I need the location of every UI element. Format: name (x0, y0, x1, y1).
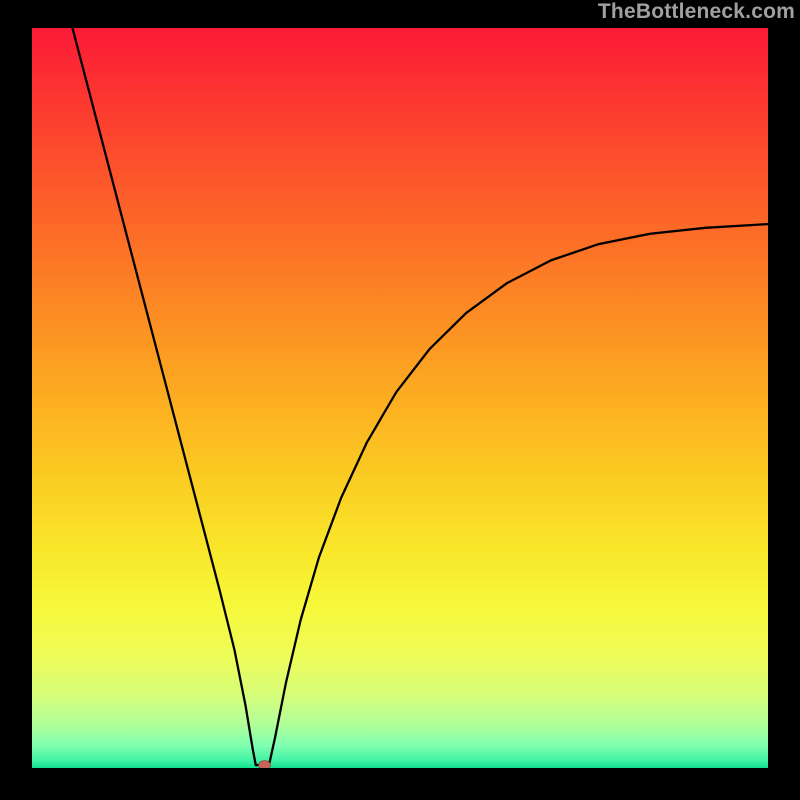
chart-container: TheBottleneck.com (0, 0, 800, 800)
chart-svg (0, 0, 800, 800)
plot-background (32, 28, 768, 768)
watermark-text: TheBottleneck.com (598, 0, 795, 24)
